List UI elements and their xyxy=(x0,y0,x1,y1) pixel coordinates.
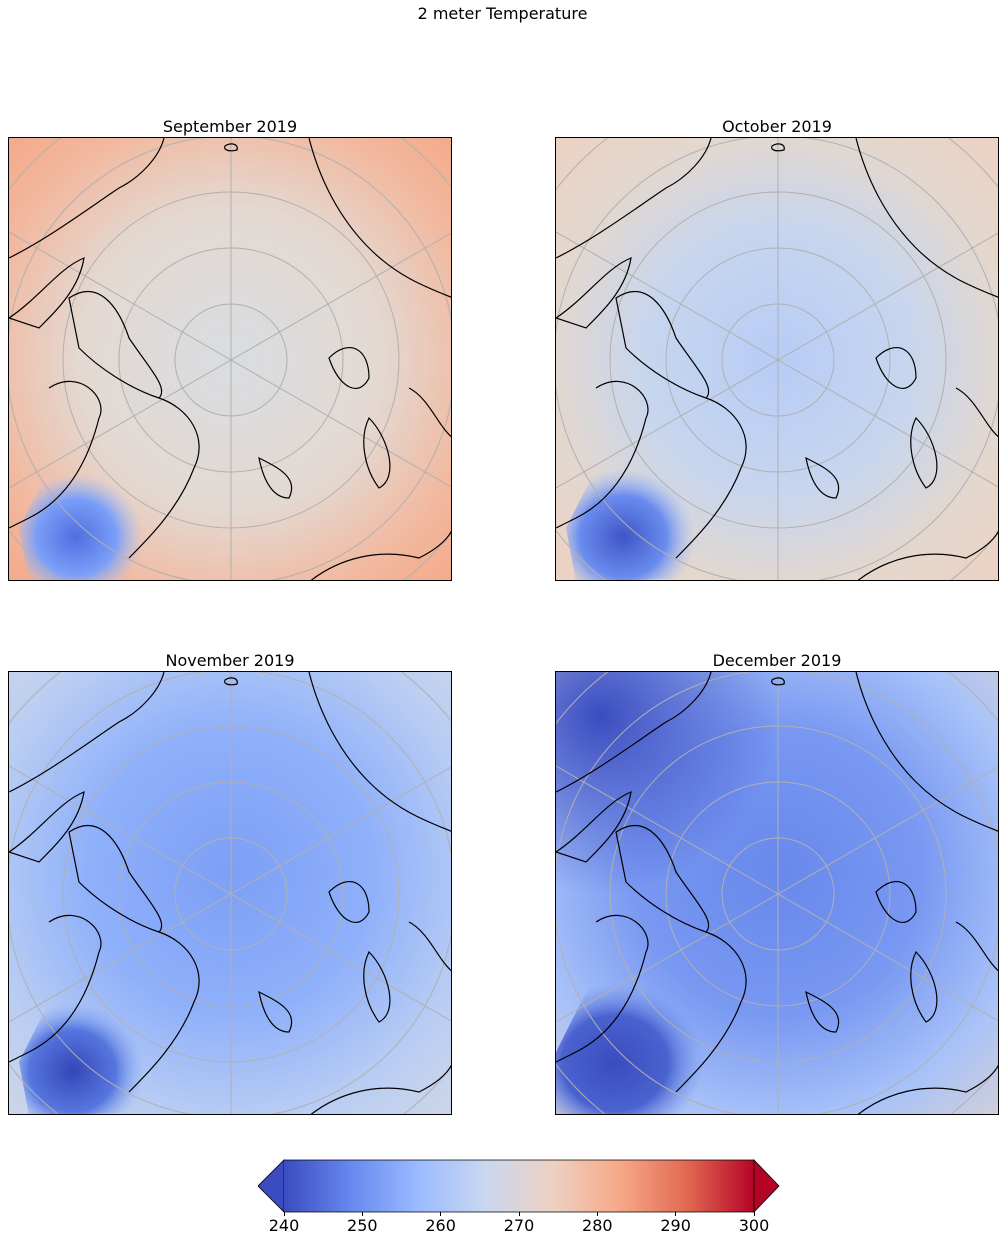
map-canvas xyxy=(9,138,451,580)
map-canvas xyxy=(556,672,998,1114)
colorbar-gradient xyxy=(284,1160,754,1212)
colorbar-extend-min xyxy=(257,1159,285,1213)
colorbar-tick-mark xyxy=(753,1212,755,1216)
panel-title-october: October 2019 xyxy=(722,117,832,136)
panel-title-september: September 2019 xyxy=(162,117,298,136)
colorbar-tick-label: 300 xyxy=(738,1216,770,1235)
colorbar-tick-label: 240 xyxy=(268,1216,300,1235)
map-september xyxy=(8,137,452,581)
map-december xyxy=(555,671,999,1115)
map-october xyxy=(555,137,999,581)
colorbar-tick-label: 260 xyxy=(425,1216,456,1235)
colorbar-tick-mark xyxy=(596,1212,598,1216)
panel-title-december: December 2019 xyxy=(712,651,842,670)
map-canvas xyxy=(9,672,451,1114)
colorbar-graphic xyxy=(257,1159,780,1213)
colorbar-tick-mark xyxy=(518,1212,520,1216)
colorbar-tick-mark xyxy=(283,1212,285,1216)
colorbar-tick-label: 290 xyxy=(660,1216,691,1235)
colorbar-extend-max xyxy=(753,1159,780,1213)
panel-title-november: November 2019 xyxy=(165,651,295,670)
colorbar-tick-label: 250 xyxy=(347,1216,378,1235)
map-november xyxy=(8,671,452,1115)
figure-title: 2 meter Temperature xyxy=(417,4,588,23)
colorbar-tick-mark xyxy=(440,1212,442,1216)
colorbar xyxy=(257,1158,780,1214)
map-canvas xyxy=(556,138,998,580)
colorbar-tick-mark xyxy=(675,1212,677,1216)
colorbar-tick-label: 280 xyxy=(582,1216,613,1235)
colorbar-tick-label: 270 xyxy=(503,1216,535,1235)
colorbar-tick-mark xyxy=(361,1212,363,1216)
